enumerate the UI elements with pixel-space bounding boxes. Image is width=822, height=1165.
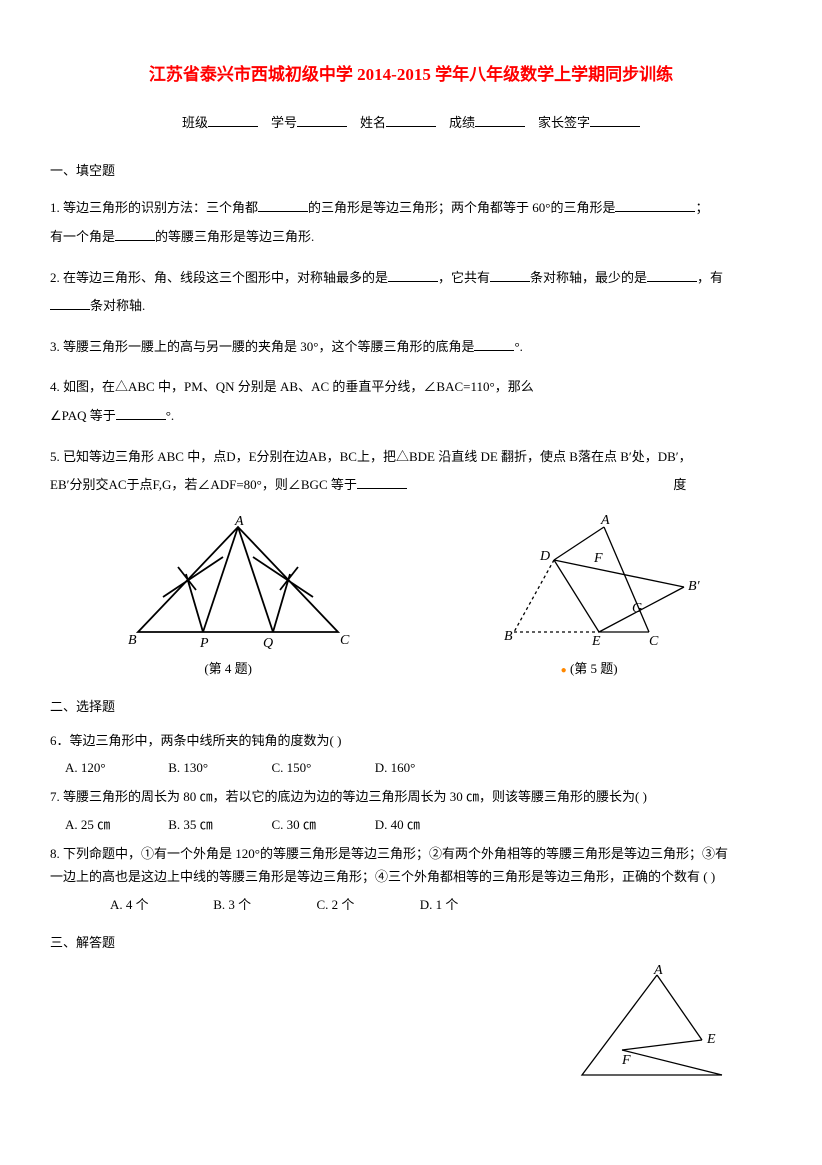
figure-4-svg: A B P Q C [108,512,368,652]
section1-heading: 一、填空题 [50,159,772,182]
page-title: 江苏省泰兴市西城初级中学 2014-2015 学年八年级数学上学期同步训练 [50,60,772,91]
q4-blank1 [116,406,166,420]
q1-text3: ； [695,200,708,215]
q4-text2: ∠PAQ 等于 [50,408,116,423]
svg-text:C: C [340,633,350,648]
q7-optC: C. 30 ㎝ [272,813,372,836]
svg-text:B: B [128,633,137,648]
figure-bottom-svg: A E F [562,965,742,1085]
q6-optD: D. 160° [375,756,475,779]
svg-text:A: A [600,513,610,528]
svg-text:D: D [539,549,550,564]
q2-text3: 条对称轴，最少的是 [530,270,647,285]
q5-text3: 度 [673,477,686,492]
q1-text1: 1. 等边三角形的识别方法：三个角都 [50,200,258,215]
q1-text4: 有一个角是 [50,229,115,244]
q2-text2: ，它共有 [438,270,490,285]
svg-text:Q: Q [263,636,273,651]
svg-text:G: G [632,601,642,616]
svg-text:F: F [593,551,603,566]
svg-text:P: P [199,636,209,651]
question-8: 8. 下列命题中，①有一个外角是 120°的等腰三角形是等边三角形；②有两个外角… [50,842,772,916]
question-2: 2. 在等边三角形、角、线段这三个图形中，对称轴最多的是 ，它共有 条对称轴，最少的… [50,264,772,321]
question-4: 4. 如图，在△ABC 中，PM、QN 分别是 AB、AC 的垂直平分线，∠BA… [50,373,772,430]
svg-text:C: C [649,634,659,649]
q4-text1: 4. 如图，在△ABC 中，PM、QN 分别是 AB、AC 的垂直平分线，∠BA… [50,379,534,394]
fig4-label: (第 4 题) [204,657,252,680]
q7-optD: D. 40 ㎝ [375,813,475,836]
figure-5-svg: A D F B′ G B E C [484,512,714,652]
q2-blank2 [490,268,530,282]
q2-text1: 2. 在等边三角形、角、线段这三个图形中，对称轴最多的是 [50,270,388,285]
studentno-blank [297,113,347,127]
q7-optA: A. 25 ㎝ [65,813,165,836]
q2-text5: 条对称轴. [90,298,145,313]
orange-dot-icon: ● [561,665,567,676]
q8-optD: D. 1 个 [420,893,520,916]
q8-text1: 8. 下列命题中，①有一个外角是 120°的等腰三角形是等边三角形；②有两个外角… [50,842,772,865]
q3-blank1 [474,337,514,351]
question-7: 7. 等腰三角形的周长为 80 ㎝，若以它的底边为边的等边三角形周长为 30 ㎝… [50,785,772,836]
svg-text:E: E [591,634,601,649]
svg-text:B: B [504,629,513,644]
q8-optC: C. 2 个 [317,893,417,916]
score-label: 成绩 [449,115,475,130]
q1-text5: 的等腰三角形是等边三角形. [155,229,314,244]
question-1: 1. 等边三角形的识别方法：三个角都 的三角形是等边三角形；两个角都等于 60°的… [50,194,772,251]
q2-blank4 [50,296,90,310]
fig5-label: (第 5 题) [570,661,618,676]
score-blank [475,113,525,127]
svg-text:B′: B′ [688,579,701,594]
q8-optA: A. 4 个 [110,893,210,916]
class-blank [208,113,258,127]
q1-blank2 [615,198,695,212]
q8-optB: B. 3 个 [213,893,313,916]
figure-labels: (第 4 题) ● (第 5 题) [50,657,772,680]
parentsign-label: 家长签字 [538,115,590,130]
bottom-figure: A E F [562,965,742,1092]
q7-text: 7. 等腰三角形的周长为 80 ㎝，若以它的底边为边的等边三角形周长为 30 ㎝… [50,785,772,808]
svg-text:F: F [621,1053,631,1068]
class-label: 班级 [182,115,208,130]
studentno-label: 学号 [271,115,297,130]
svg-text:A: A [234,514,244,529]
q5-text1: 5. 已知等边三角形 ABC 中，点D，E分别在边AB，BC上，把△BDE 沿直… [50,449,692,464]
q5-blank1 [357,475,407,489]
section3-heading: 三、解答题 [50,931,772,954]
q2-blank3 [647,268,697,282]
q1-blank3 [115,227,155,241]
q6-text: 6．等边三角形中，两条中线所夹的钝角的度数为( ) [50,729,772,752]
q2-blank1 [388,268,438,282]
question-5: 5. 已知等边三角形 ABC 中，点D，E分别在边AB，BC上，把△BDE 沿直… [50,443,772,500]
figures-row: A B P Q C A D F B′ G B E C [50,512,772,652]
header-fields: 班级 学号 姓名 成绩 家长签字 [50,111,772,134]
parentsign-blank [590,113,640,127]
q5-text2: EB′分别交AC于点F,G，若∠ADF=80°，则∠BGC 等于 [50,477,357,492]
q8-text2: 一边上的高也是这边上中线的等腰三角形是等边三角形；④三个外角都相等的三角形是等边… [50,865,772,888]
name-label: 姓名 [360,115,386,130]
q7-optB: B. 35 ㎝ [168,813,268,836]
q6-optA: A. 120° [65,756,165,779]
question-3: 3. 等腰三角形一腰上的高与另一腰的夹角是 30°，这个等腰三角形的底角是 °. [50,333,772,362]
q1-text2: 的三角形是等边三角形；两个角都等于 60°的三角形是 [308,200,615,215]
question-6: 6．等边三角形中，两条中线所夹的钝角的度数为( ) A. 120° B. 130… [50,729,772,780]
q4-text3: °. [166,408,174,423]
q2-text4: ，有 [697,270,723,285]
svg-text:A: A [653,965,663,978]
q6-optC: C. 150° [272,756,372,779]
name-blank [386,113,436,127]
q3-text2: °. [514,339,522,354]
section2-heading: 二、选择题 [50,695,772,718]
q1-blank1 [258,198,308,212]
q3-text1: 3. 等腰三角形一腰上的高与另一腰的夹角是 30°，这个等腰三角形的底角是 [50,339,474,354]
svg-text:E: E [706,1032,716,1047]
q6-optB: B. 130° [168,756,268,779]
